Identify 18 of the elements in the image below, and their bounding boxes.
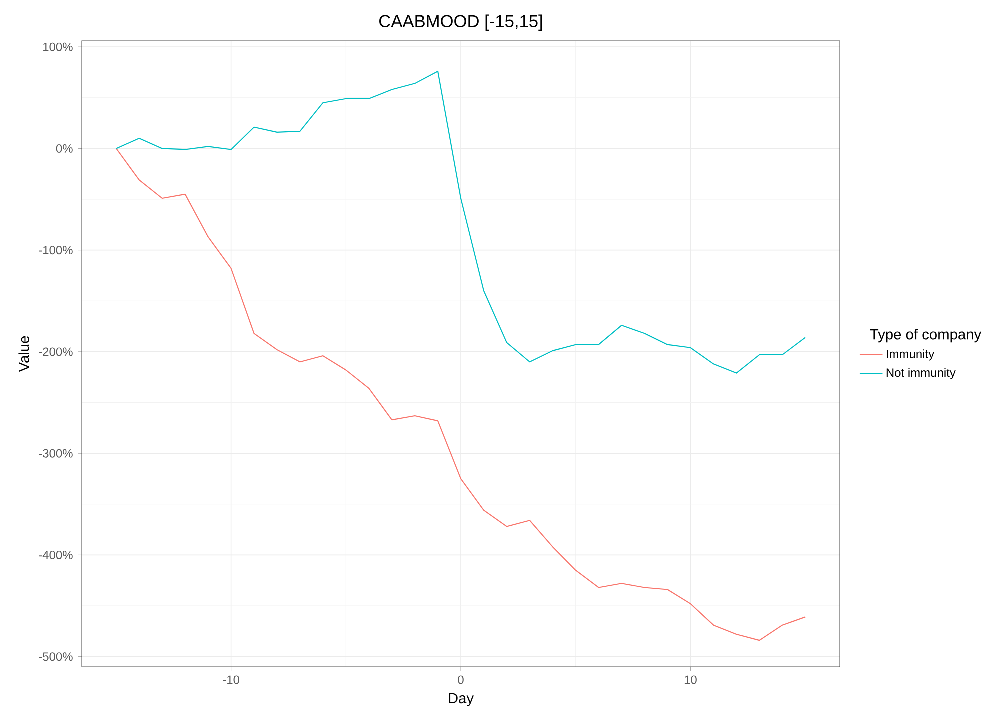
legend-title: Type of company bbox=[870, 328, 982, 343]
y-tick-label: 0% bbox=[56, 144, 73, 153]
x-tick-label: -10 bbox=[223, 676, 240, 684]
y-tick-label: -500% bbox=[39, 652, 73, 662]
x-tick-label: 10 bbox=[684, 676, 697, 684]
line-series bbox=[116, 148, 806, 642]
y-axis-title: Value bbox=[18, 336, 30, 372]
y-tick-label: 100% bbox=[44, 42, 73, 52]
x-axis-title: Day bbox=[449, 693, 474, 706]
y-tick-label: -400% bbox=[39, 550, 73, 560]
y-tick-label: -300% bbox=[39, 449, 73, 458]
y-tick-label: -200% bbox=[39, 348, 73, 356]
y-tick-label: -100% bbox=[39, 246, 73, 255]
legend-label: Not immunity bbox=[886, 368, 956, 380]
x-tick-label: 0 bbox=[458, 676, 464, 684]
legend-label: Immunity bbox=[887, 350, 935, 361]
chart-title: CAABMOOD [-15,15] bbox=[380, 14, 542, 31]
line-series bbox=[116, 70, 806, 374]
